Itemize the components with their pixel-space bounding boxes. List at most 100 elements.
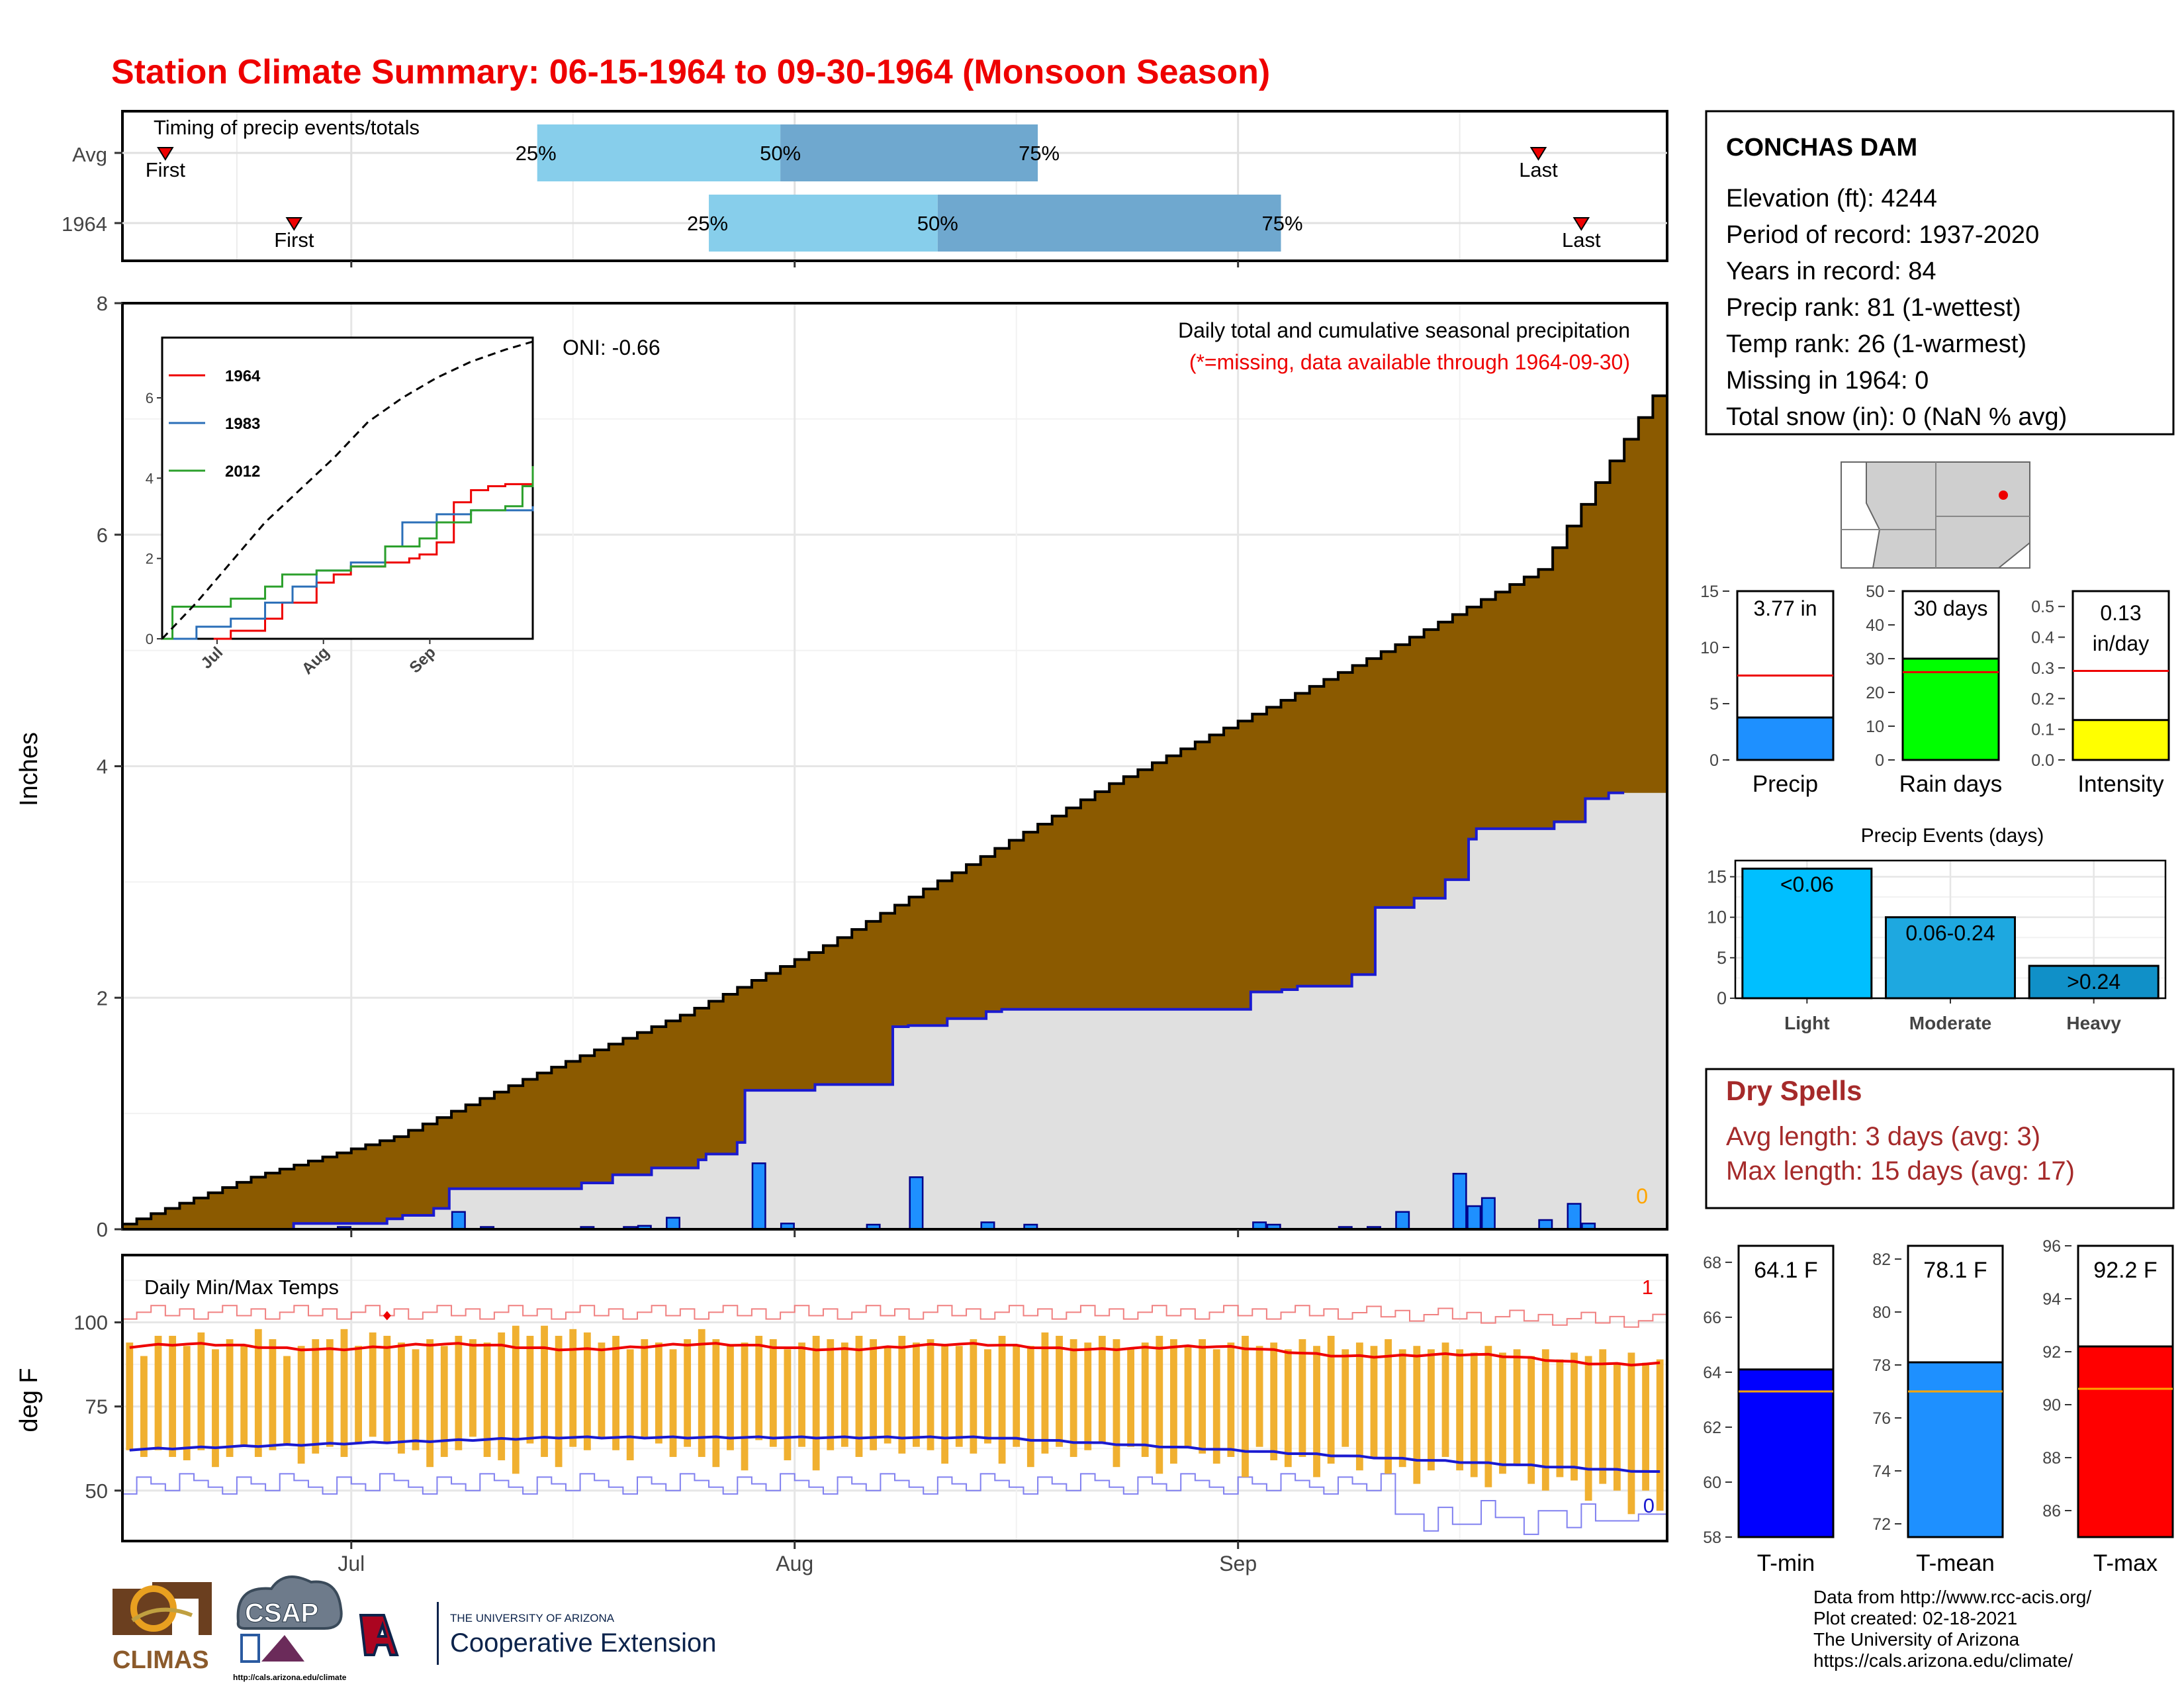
- summary-bar-label: Rain days: [1899, 771, 2003, 797]
- daily-precip-bar: [1567, 1203, 1582, 1231]
- inset-y-tick-label: 6: [146, 390, 154, 406]
- temp-summary-tick-label: 66: [1703, 1309, 1721, 1327]
- daily-temp-bar: [755, 1335, 763, 1440]
- events-bar-label: <0.06: [1780, 872, 1834, 896]
- daily-temp-bar: [1656, 1359, 1664, 1511]
- station-name: CONCHAS DAM: [1726, 134, 1917, 162]
- events-y-tick-label: 15: [1707, 867, 1727, 886]
- quartile-bar-upper: [780, 124, 1038, 181]
- daily-temp-bar: [598, 1342, 606, 1437]
- inset-legend-label-2012: 2012: [225, 463, 260, 481]
- summary-bar-tick-label: 0.5: [2031, 598, 2054, 616]
- daily-temp-bar: [355, 1346, 362, 1444]
- temp-summary-tick-label: 80: [1872, 1303, 1891, 1322]
- station-detail-line: Elevation (ft): 4244: [1726, 185, 1937, 212]
- record-high-marker: [383, 1311, 391, 1321]
- page-title: Station Climate Summary: 06-15-1964 to 0…: [111, 53, 1270, 91]
- temp-summary-tick-label: 90: [2042, 1396, 2061, 1415]
- observed-cumulative-line: [122, 791, 1625, 1231]
- quartile-label-75: 75%: [1261, 212, 1302, 235]
- daily-temp-bar: [1484, 1346, 1492, 1487]
- daily-temp-bar: [1599, 1349, 1607, 1484]
- daily-temp-bar: [1141, 1342, 1149, 1457]
- timing-header: Timing of precip events/totals: [154, 116, 420, 139]
- csap-logo-mountain: [261, 1635, 304, 1662]
- daily-temp-bar: [712, 1339, 720, 1468]
- temp-summary-tick-label: 74: [1872, 1462, 1891, 1481]
- daily-temp-bar: [1541, 1349, 1549, 1491]
- quartile-label-25: 25%: [687, 212, 728, 235]
- daily-temp-bar: [1084, 1342, 1092, 1450]
- ua-logo-small-text: THE UNIVERSITY OF ARIZONA: [450, 1612, 615, 1624]
- events-bar-label: >0.24: [2067, 970, 2120, 994]
- daily-temp-bar: [483, 1342, 491, 1457]
- precip-y-tick-label: 4: [97, 755, 108, 778]
- events-category-label: Light: [1784, 1013, 1829, 1033]
- inset-legend-label-1983: 1983: [225, 415, 260, 433]
- precip-y-tick-label: 0: [97, 1218, 108, 1241]
- inset-y-tick-label: 4: [146, 470, 154, 487]
- temp-summary-tick-label: 96: [2042, 1237, 2061, 1256]
- timing-last-label: Last: [1519, 158, 1558, 181]
- summary-bar-tick-label: 10: [1866, 718, 1884, 736]
- daily-precip-bar: [1538, 1219, 1553, 1231]
- ua-logo-mark: [359, 1614, 399, 1656]
- daily-precip-bar: [909, 1176, 924, 1231]
- temp-summary-tick-label: 58: [1703, 1528, 1721, 1547]
- daily-temp-bar: [1184, 1346, 1192, 1447]
- daily-temp-bar: [955, 1346, 963, 1447]
- temp-summary-tick-label: 76: [1872, 1409, 1891, 1428]
- temp-x-tick-label: Sep: [1219, 1552, 1257, 1575]
- daily-temp-bar: [655, 1342, 662, 1444]
- climas-logo-text: CLIMAS: [113, 1646, 209, 1674]
- timing-last-label: Last: [1562, 228, 1601, 252]
- daily-temp-bar: [1313, 1346, 1320, 1477]
- summary-bar-value-text: 0.13: [2100, 601, 2141, 625]
- summary-bar-tick-label: 0.0: [2031, 751, 2054, 770]
- temp-summary-bar: [1737, 1368, 1835, 1538]
- daily-temp-bar: [927, 1339, 934, 1450]
- daily-temp-bar: [1199, 1339, 1206, 1454]
- dry-spells-avg: Avg length: 3 days (avg: 3): [1726, 1122, 2040, 1151]
- daily-temp-bar: [140, 1356, 148, 1457]
- temp-summary-tick-label: 64: [1703, 1364, 1721, 1382]
- csap-logo: CSAP http://cals.arizona.edu/climate: [233, 1575, 347, 1682]
- daily-precip-bar: [751, 1162, 766, 1231]
- events-bar: [1741, 867, 1873, 1000]
- summary-bar-tick-label: 0.1: [2031, 721, 2054, 739]
- csap-logo-gauge: [240, 1634, 260, 1663]
- daily-temp-bar: [526, 1335, 534, 1444]
- daily-temp-bar: [984, 1349, 991, 1444]
- summary-bar-tick-label: 30: [1866, 650, 1884, 669]
- daily-temp-bar: [827, 1339, 835, 1450]
- precip-events-chart: Precip Events (days) <0.06 Light 0.06-0.24…: [1707, 825, 2167, 1033]
- timing-last-marker: [1529, 147, 1547, 161]
- timing-first-label: First: [146, 158, 186, 181]
- station-detail-line: Temp rank: 26 (1-warmest): [1726, 330, 2026, 358]
- daily-temp-bar: [569, 1329, 577, 1447]
- daily-temp-bar: [1327, 1335, 1335, 1464]
- events-bar-label: 0.06-0.24: [1905, 921, 1995, 945]
- station-detail-line: Precip rank: 81 (1-wettest): [1726, 294, 2021, 322]
- daily-temp-bar: [1270, 1342, 1278, 1461]
- daily-temp-bar: [1513, 1349, 1521, 1464]
- daily-temp-bar: [240, 1346, 248, 1447]
- daily-temp-bar: [898, 1335, 906, 1454]
- daily-temp-bar: [583, 1332, 591, 1450]
- daily-temp-bar: [1227, 1342, 1235, 1457]
- daily-temp-bar: [183, 1346, 191, 1461]
- temp-y-axis-label: deg F: [15, 1368, 43, 1432]
- daily-temp-bar: [254, 1329, 262, 1457]
- daily-temp-bar: [1041, 1332, 1049, 1454]
- daily-temp-bar: [1456, 1349, 1464, 1471]
- daily-temp-bar: [1026, 1346, 1034, 1468]
- daily-temp-bar: [283, 1356, 291, 1444]
- summary-bar-label: Intensity: [2077, 771, 2164, 797]
- daily-temp-bar: [1527, 1356, 1535, 1484]
- quartile-label-50: 50%: [917, 212, 958, 235]
- daily-temp-bar: [1499, 1352, 1506, 1474]
- daily-temp-bar: [1098, 1335, 1106, 1444]
- daily-temp-bar: [512, 1325, 520, 1474]
- daily-temp-bar: [1013, 1346, 1021, 1447]
